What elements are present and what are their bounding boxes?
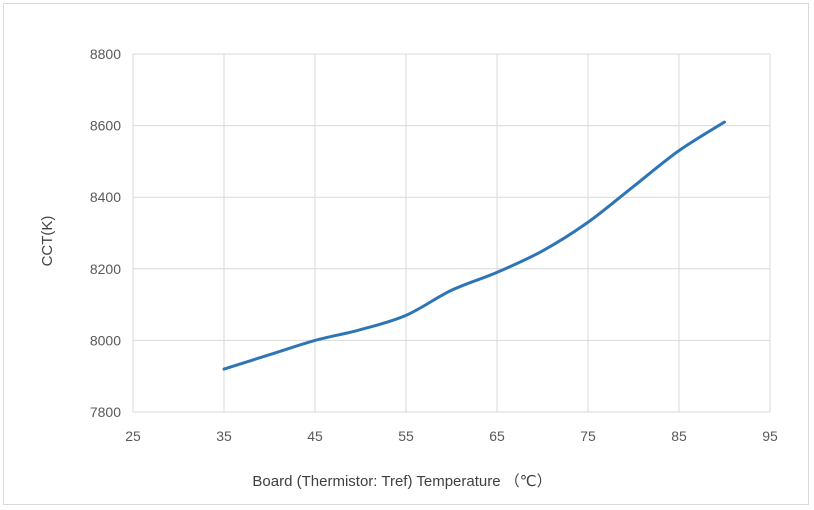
y-tick-label: 8200 — [90, 261, 121, 277]
y-tick-labels: 7800 8000 8200 8400 8600 8800 — [90, 46, 121, 420]
y-tick-label: 8800 — [90, 46, 121, 62]
x-tick-label: 65 — [489, 428, 505, 444]
x-tick-labels: 25 35 45 55 65 75 85 95 — [125, 428, 778, 444]
x-tick-label: 95 — [762, 428, 778, 444]
grid — [132, 53, 771, 413]
x-tick-label: 75 — [580, 428, 596, 444]
x-tick-label: 85 — [671, 428, 687, 444]
y-tick-label: 8000 — [90, 332, 121, 348]
y-tick-label: 8600 — [90, 118, 121, 134]
y-tick-label: 8400 — [90, 189, 121, 205]
x-tick-label: 35 — [216, 428, 232, 444]
x-axis-title: Board (Thermistor: Tref) Temperature （℃） — [252, 473, 551, 490]
series-line — [222, 120, 726, 371]
y-tick-label: 7800 — [90, 404, 121, 420]
y-axis-title: CCT(K) — [39, 216, 56, 267]
x-tick-label: 45 — [307, 428, 323, 444]
x-tick-label: 25 — [125, 428, 141, 444]
x-tick-label: 55 — [398, 428, 414, 444]
series-layer — [222, 120, 726, 371]
